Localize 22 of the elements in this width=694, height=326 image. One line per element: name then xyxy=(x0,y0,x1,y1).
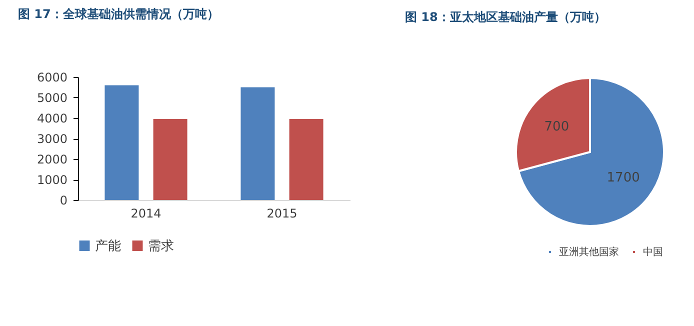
data-label: 1700 xyxy=(606,170,640,186)
legend-label: 中国 xyxy=(643,246,663,258)
y-tick-label: 6000 xyxy=(36,70,68,84)
y-tick-label: 1000 xyxy=(36,173,68,187)
legend-label: 需求 xyxy=(148,238,174,254)
y-tick-label: 5000 xyxy=(36,91,68,105)
bar xyxy=(240,87,275,200)
y-tick-label: 2000 xyxy=(36,152,68,166)
pie-slice xyxy=(518,77,665,227)
x-tick-label: 2014 xyxy=(130,206,162,220)
bar xyxy=(289,119,324,200)
chart-title: 图 17：全球基础油供需情况（万吨） xyxy=(18,7,219,21)
y-tick-label: 4000 xyxy=(36,112,68,126)
y-tick-label: 0 xyxy=(60,194,68,208)
bar xyxy=(104,85,139,200)
y-tick-label: 3000 xyxy=(36,132,68,146)
data-label: 700 xyxy=(544,119,570,134)
legend-label: 产能 xyxy=(95,238,121,254)
chart-title: 图 18：亚太地区基础油产量（万吨） xyxy=(405,10,606,24)
bar xyxy=(153,119,188,200)
legend-label: 亚洲其他国家 xyxy=(559,246,619,258)
x-tick-label: 2015 xyxy=(266,206,298,220)
